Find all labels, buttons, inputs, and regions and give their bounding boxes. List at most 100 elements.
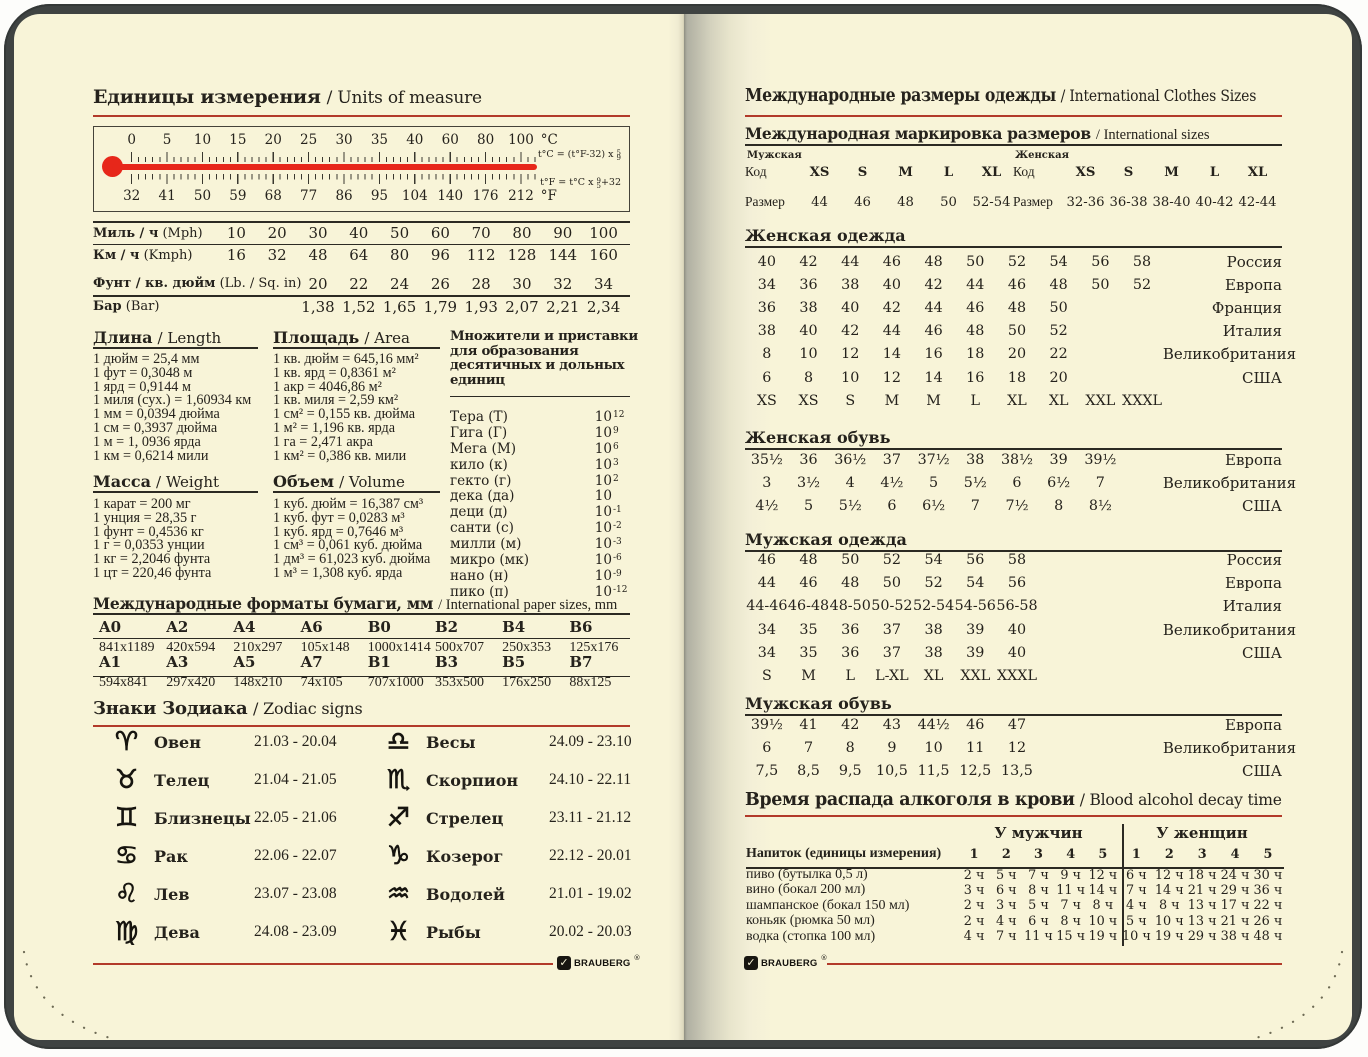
speed-value: 60 bbox=[430, 224, 450, 242]
length-header: Длина / Length bbox=[93, 328, 221, 347]
volume-line: 1 см³ = 0,061 куб. дюйма bbox=[273, 537, 423, 554]
multiplier-row: пико (п) 10 -12 bbox=[450, 584, 630, 600]
paper-code: A2 bbox=[166, 618, 189, 636]
speed-value: 50 bbox=[390, 224, 410, 242]
alcohol-hours-men: 14 ч bbox=[1088, 882, 1118, 898]
multiplier-base: 10 bbox=[594, 504, 612, 521]
size-value: 8,5 bbox=[797, 763, 820, 780]
length-line: 1 ярд = 0,9144 м bbox=[93, 378, 191, 395]
brauberg-logo-mark: ✓ bbox=[557, 956, 571, 970]
left-page-title-ru: Единицы измерения bbox=[93, 86, 321, 108]
size-value: 38 bbox=[966, 452, 985, 469]
marking-code: S bbox=[1123, 164, 1134, 180]
length-line: 1 мм = 0,0394 дюйма bbox=[93, 406, 220, 423]
size-value: 4 bbox=[845, 475, 855, 492]
multiplier-row: кило (к) 10 3 bbox=[450, 457, 630, 473]
section-table-women-shoes: 35½ 36 36½ 37 37½ 38 38½ 39 39½ Европа 3 3½ 4 4½ 5 5½… bbox=[746, 449, 1296, 519]
region-label: Европа bbox=[1225, 574, 1282, 593]
celsius-label: 20 bbox=[264, 132, 282, 148]
size-value: 36 bbox=[799, 276, 818, 293]
marking-codes-row: Код XS S M L XL Код XS S M L XL bbox=[745, 164, 1279, 180]
size-value: 18 bbox=[966, 346, 985, 363]
size-value: 46 bbox=[966, 717, 985, 734]
size-value: 6 bbox=[1012, 475, 1022, 492]
paper-table: A0 A2 A4 A6 B0 B2 B4 B6 841x1189 420x594 210x297 1… bbox=[93, 618, 639, 690]
zodiac-dates: 21.04 - 21.05 bbox=[254, 771, 337, 788]
pressure-row: Фунт / кв. дюйм (Lb. / Sq. in) 20 22 24 26 2… bbox=[93, 272, 638, 295]
right-page-title: Международные размеры одежды / Internati… bbox=[745, 86, 1256, 106]
size-value: 34 bbox=[757, 621, 776, 638]
paper-code: B3 bbox=[434, 653, 459, 671]
zodiac-icon: ♈ bbox=[114, 727, 139, 758]
pressure-value: 2,07 bbox=[505, 297, 539, 316]
length-title-en: / Length bbox=[157, 329, 222, 347]
length-line: 1 дюйм = 25,4 мм bbox=[93, 351, 200, 367]
alcohol-hours-women: 48 ч bbox=[1253, 929, 1283, 945]
volume-header: Объем / Volume bbox=[273, 472, 405, 491]
marking-women-label: Женская bbox=[1015, 150, 1069, 161]
size-row: 3 3½ 4 4½ 5 5½ 6 6½ 7 Великобритания bbox=[746, 472, 1296, 495]
area-line: 1 акр = 4046,86 м² bbox=[273, 378, 382, 395]
size-row: 34 36 38 40 42 44 46 48 50 52 Европа bbox=[746, 273, 1282, 296]
volume-line: 1 дм³ = 61,023 куб. дюйма bbox=[273, 551, 431, 568]
pressure-value: 34 bbox=[594, 274, 614, 293]
speed-value: 70 bbox=[471, 224, 491, 242]
marking-size: 40-42 bbox=[1195, 194, 1234, 210]
paper-size: 594x841 bbox=[99, 675, 148, 690]
zodiac-name: Дева bbox=[154, 922, 200, 942]
marking-code: L bbox=[1209, 164, 1220, 180]
row-label-en: (Kmph) bbox=[139, 247, 193, 263]
section-rule-women-shoes bbox=[745, 448, 1282, 450]
size-value: 7 bbox=[970, 498, 980, 515]
alcohol-hours-women: 19 ч bbox=[1154, 929, 1184, 945]
brauberg-logo: ✓ BRAUBERG ® bbox=[557, 954, 641, 970]
region-label: США bbox=[1242, 368, 1282, 387]
size-value: 52 bbox=[924, 575, 943, 592]
multipliers-title-line: Множители и приставки bbox=[450, 329, 638, 344]
multiplier-row: дека (да) 10 bbox=[450, 488, 630, 504]
multiplier-exponent: -9 bbox=[613, 568, 622, 579]
alcohol-hours-women: 8 ч bbox=[1158, 898, 1180, 914]
marking-header: Международная маркировка размеров / Inte… bbox=[745, 124, 1209, 144]
zodiac-dates: 23.07 - 23.08 bbox=[254, 885, 337, 902]
paper-code: A7 bbox=[300, 653, 323, 671]
zodiac-dates: 24.10 - 22.11 bbox=[549, 771, 632, 788]
pressure-value: 2,21 bbox=[546, 297, 580, 316]
alcohol-hours-men: 2 ч bbox=[963, 867, 985, 883]
region-label: Европа bbox=[1225, 451, 1282, 470]
pressure-value: 26 bbox=[430, 274, 450, 293]
marking-size: 52-54 bbox=[972, 194, 1011, 210]
size-row: 39½ 41 42 43 44½ 46 47 Европа bbox=[746, 714, 1282, 737]
multiplier-row: микро (мк) 10 -6 bbox=[450, 552, 630, 568]
area-line: 1 кв. ярд = 0,8361 м² bbox=[273, 364, 396, 381]
paper-code: B2 bbox=[434, 618, 459, 636]
marking-size-label: Размер bbox=[745, 194, 785, 209]
marking-code: XS bbox=[1075, 164, 1096, 180]
marking-code-label: Код bbox=[745, 164, 767, 179]
size-value: 6 bbox=[762, 369, 772, 386]
speed-value: 112 bbox=[466, 246, 496, 264]
size-value: 5 bbox=[929, 475, 939, 492]
section-rule-men-shoes bbox=[745, 714, 1282, 716]
speed-value: 48 bbox=[308, 246, 328, 264]
alcohol-hours-men: 2 ч bbox=[963, 913, 985, 929]
section-rule-men-clothes bbox=[745, 550, 1282, 552]
fahrenheit-label: 140 bbox=[437, 188, 464, 204]
right-page-title-ru: Международные размеры одежды bbox=[745, 86, 1056, 106]
marking-size: 48 bbox=[897, 194, 914, 210]
paper-size: 210x297 bbox=[233, 640, 283, 655]
multiplier-row: гекто (г) 10 2 bbox=[450, 473, 630, 489]
size-value: XS bbox=[798, 392, 819, 409]
region-label: Италия bbox=[1222, 322, 1282, 341]
zodiac-dates: 22.06 - 22.07 bbox=[254, 847, 337, 864]
multiplier-exponent: 6 bbox=[613, 441, 619, 452]
zodiac-name: Скорпион bbox=[426, 770, 519, 790]
size-value: 52-54 bbox=[912, 598, 955, 615]
alcohol-hours-men: 6 ч bbox=[995, 882, 1017, 898]
size-value: XS bbox=[756, 392, 777, 409]
alcohol-hours-women: 21 ч bbox=[1220, 913, 1250, 929]
size-value: 54 bbox=[1049, 253, 1068, 270]
multiplier-base: 10 bbox=[594, 424, 612, 441]
region-label: Европа bbox=[1225, 275, 1282, 294]
